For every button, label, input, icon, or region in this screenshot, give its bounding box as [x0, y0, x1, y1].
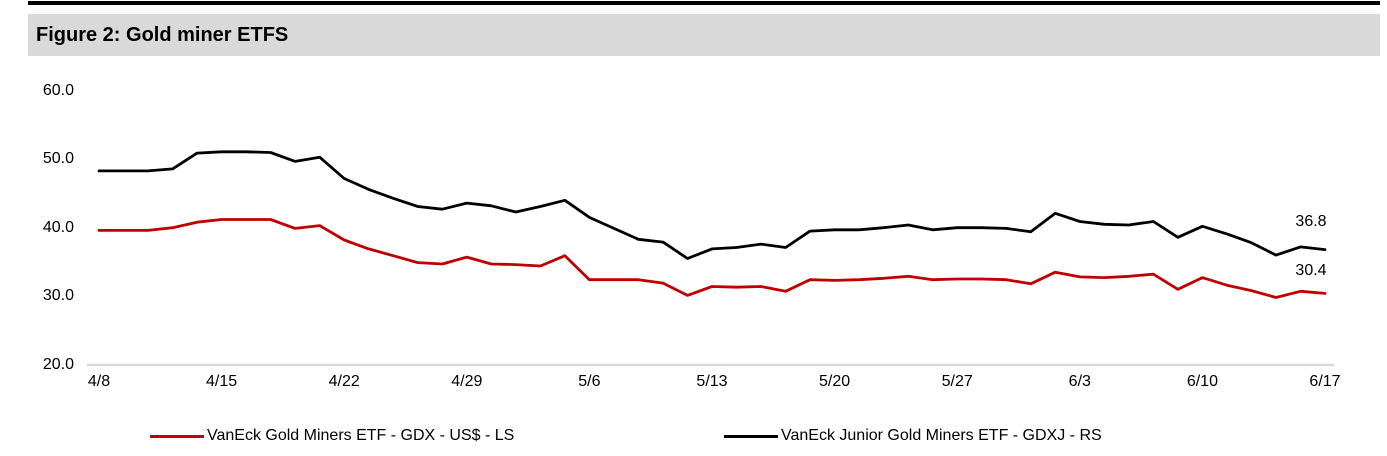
legend-line-marker-gdxj [724, 434, 778, 438]
x-axis-tick-label: 6/10 [1186, 373, 1218, 390]
y-axis-tick-label: 20.0 [42, 355, 74, 373]
line-gdxj [97, 150, 1327, 260]
legend-item-gdxj: VanEck Junior Gold Miners ETF - GDXJ - R… [724, 424, 1102, 448]
x-axis-tick-label: 6/17 [1309, 373, 1341, 390]
data-label-gdx: 30.4 [1295, 262, 1327, 280]
x-axis-tick-label: 4/22 [328, 373, 360, 390]
legend-label-gdx: VanEck Gold Miners ETF - GDX - US$ - LS [207, 427, 515, 444]
y-axis-tick-label: 50.0 [42, 150, 74, 168]
figure-title: Figure 2: Gold miner ETFS [36, 23, 289, 46]
x-axis-tick-label: 5/20 [819, 373, 851, 390]
figure-top-rule [28, 1, 1380, 5]
legend: VanEck Gold Miners ETF - GDX - US$ - LS … [0, 424, 1387, 448]
legend-line-marker-gdx [150, 434, 204, 438]
y-axis-tick-label: 40.0 [42, 218, 74, 236]
legend-label-gdxj: VanEck Junior Gold Miners ETF - GDXJ - R… [781, 427, 1102, 444]
x-axis-tick-label: 5/13 [696, 373, 728, 390]
y-axis-tick-label: 60.0 [42, 81, 74, 99]
data-label-gdxj: 36.8 [1295, 212, 1327, 230]
x-axis-tick-label: 5/27 [941, 373, 973, 390]
y-axis-tick-label: 30.0 [42, 287, 74, 305]
line-gdx [97, 218, 1327, 299]
x-axis-tick-label: 4/8 [87, 373, 111, 390]
legend-item-gdx: VanEck Gold Miners ETF - GDX - US$ - LS [150, 424, 514, 448]
x-axis-tick-label: 4/15 [206, 373, 238, 390]
x-axis-tick-label: 4/29 [451, 373, 483, 390]
x-axis-tick-label: 5/6 [578, 373, 601, 390]
figure-title-bar: Figure 2: Gold miner ETFS [28, 14, 1380, 56]
x-axis-tick-label: 6/3 [1068, 373, 1091, 390]
